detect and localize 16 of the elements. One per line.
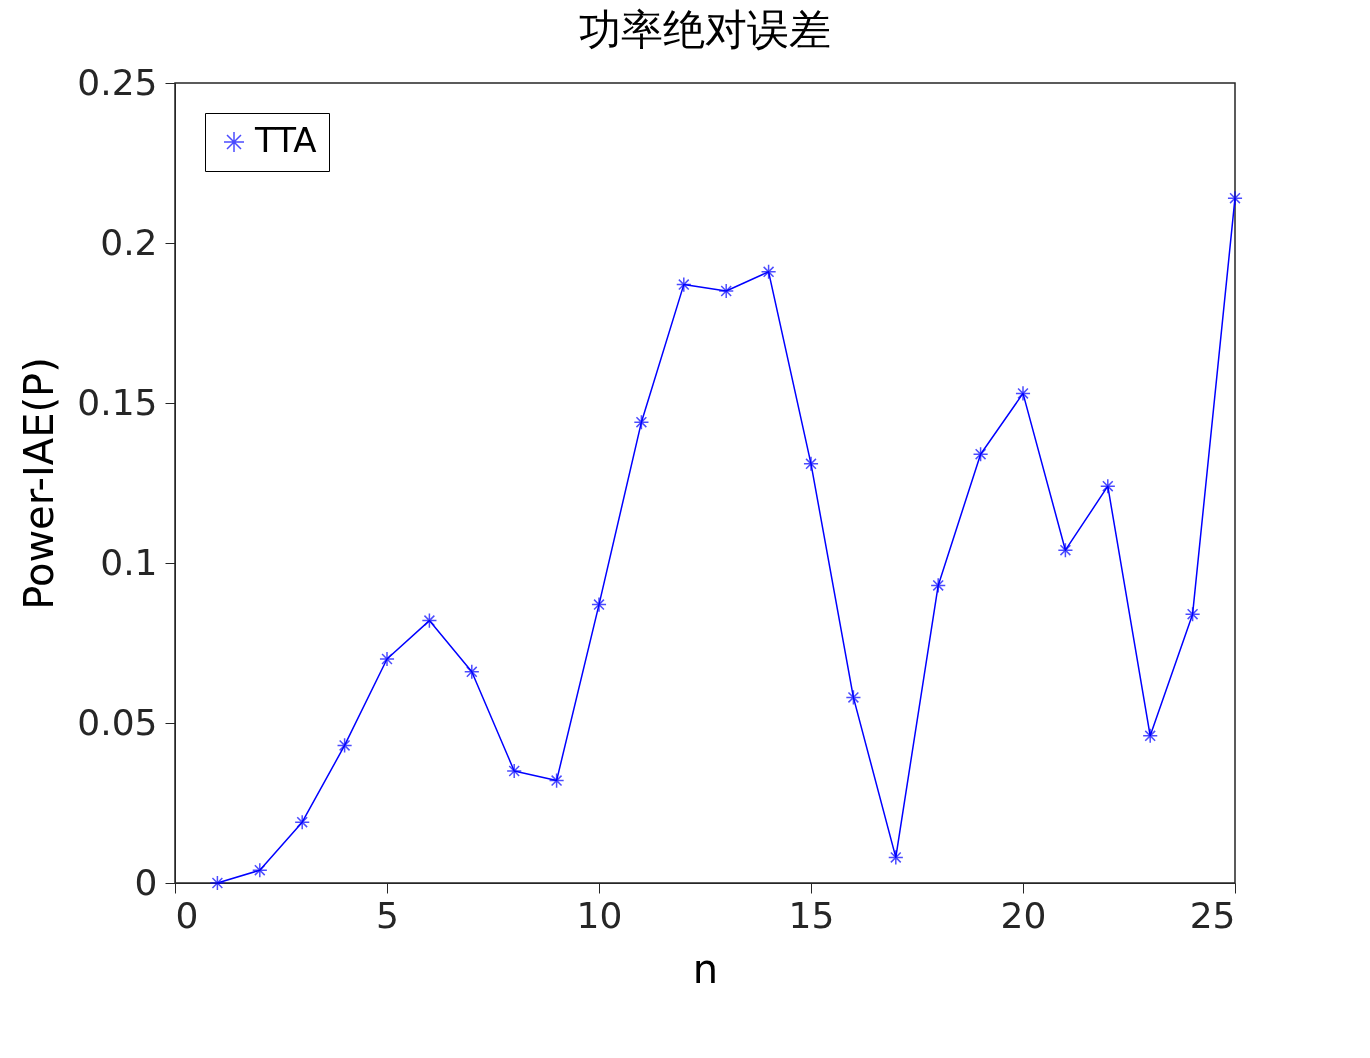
x-tick-label: 10 — [576, 894, 623, 936]
y-tick-label: 0.05 — [77, 701, 158, 743]
x-axis-title: n — [692, 945, 719, 992]
legend-label: TTA — [254, 120, 317, 160]
y-tick-label: 0.25 — [77, 61, 158, 103]
x-tick-label: 25 — [1189, 894, 1236, 936]
y-tick-label: 0.1 — [100, 541, 158, 583]
y-tick-label: 0 — [134, 861, 158, 903]
y-tick-label: 0.15 — [77, 381, 158, 423]
chart-title: 功率绝对误差 — [579, 5, 831, 54]
x-tick-label: 15 — [788, 894, 835, 936]
x-tick-label: 0 — [175, 894, 199, 936]
x-tick-label: 20 — [1000, 894, 1047, 936]
y-tick-label: 0.2 — [100, 221, 158, 263]
x-tick-label: 5 — [376, 894, 399, 936]
y-axis-title: Power-IAE(P) — [16, 357, 63, 610]
